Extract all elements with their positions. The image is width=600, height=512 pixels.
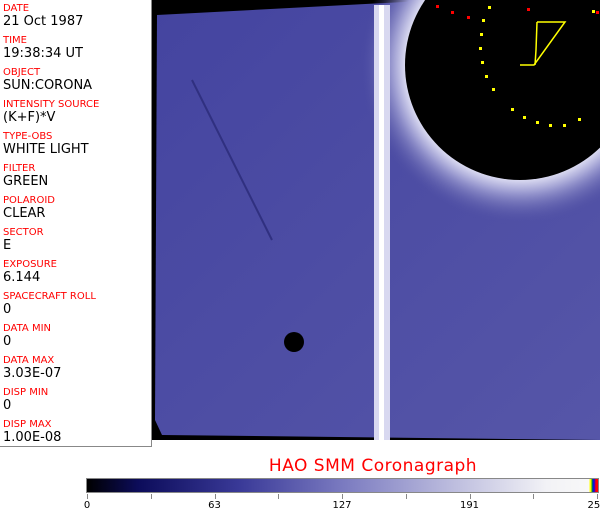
field-label: EXPOSURE [3,259,58,270]
field-time: TIME 19:38:34 UT [3,35,83,62]
colorbar-tick-label: 191 [459,500,480,511]
field-value: WHITE LIGHT [3,142,89,157]
occulter-disk [405,0,600,180]
overlay-red-marker [451,11,454,14]
colorbar [86,478,599,493]
overlay-yellow-marker [578,118,581,121]
field-data-max: DATA MAX 3.03E-07 [3,355,62,382]
overlay-yellow-marker [480,33,483,36]
overlay-yellow-marker [511,108,514,111]
field-polaroid: POLAROID CLEAR [3,195,56,222]
colorbar-tick [405,494,407,499]
overlay-yellow-marker [482,19,485,22]
field-value: 19:38:34 UT [3,46,83,61]
dust-spot [284,332,304,352]
overlay-yellow-marker [563,124,566,127]
colorbar-tick [150,494,152,499]
overlay-yellow-marker [485,75,488,78]
colorbar-tick [87,494,88,499]
overlay-yellow-marker [536,121,539,124]
field-disp-max: DISP MAX 1.00E-08 [3,419,62,446]
field-value: GREEN [3,174,49,189]
field-data-min: DATA MIN 0 [3,323,51,350]
overlay-red-marker [596,11,599,14]
field-label: DATA MAX [3,355,55,366]
metadata-panel [0,0,152,447]
colorbar-tick [278,494,280,499]
field-type-obs: TYPE-OBS WHITE LIGHT [3,131,89,158]
overlay-yellow-marker [523,116,526,119]
overlay-yellow-marker [592,10,595,13]
field-object: OBJECT SUN:CORONA [3,67,93,94]
colorbar-tick [469,494,471,499]
field-exposure: EXPOSURE 6.144 [3,259,58,286]
field-label: FILTER [3,163,36,174]
colorbar-tick [533,494,535,499]
field-label: SPACECRAFT ROLL [3,291,96,302]
field-label: INTENSITY SOURCE [3,99,100,110]
overlay-yellow-marker [549,124,552,127]
field-date: DATE 21 Oct 1987 [3,3,84,30]
overlay-triangle [520,21,567,66]
field-label: SECTOR [3,227,44,238]
field-label: DATA MIN [3,323,51,334]
field-label: DISP MAX [3,419,52,430]
field-spacecraft-roll: SPACECRAFT ROLL 0 [3,291,96,318]
overlay-yellow-marker [492,88,495,91]
field-value: CLEAR [3,206,46,221]
field-value: 0 [3,302,12,317]
field-value: 1.00E-08 [3,430,62,445]
colorbar-tick-label: 0 [83,500,91,511]
colorbar-tick [597,494,598,499]
field-value: 21 Oct 1987 [3,14,84,29]
field-value: SUN:CORONA [3,78,93,93]
field-value: 0 [3,398,12,413]
colorbar-tick-label: 63 [208,500,221,511]
field-value: 0 [3,334,12,349]
field-label: DATE [3,3,30,14]
field-sector: SECTOR E [3,227,44,254]
field-label: OBJECT [3,67,41,78]
overlay-markers [436,5,599,127]
colorbar-tick-label: 255 [587,500,600,511]
overlay-red-marker [467,16,470,19]
colorbar-tick [342,494,343,499]
colorbar-tick [214,494,216,499]
overlay-yellow-marker [488,6,491,9]
overlay-red-marker [436,5,439,8]
field-label: TYPE-OBS [3,131,53,142]
overlay-red-marker [527,8,530,11]
field-value: 6.144 [3,270,41,285]
field-value: E [3,238,12,253]
field-value: (K+F)*V [3,110,56,125]
field-label: TIME [3,35,28,46]
field-disp-min: DISP MIN 0 [3,387,49,414]
field-label: DISP MIN [3,387,49,398]
colorbar-tick-label: 127 [332,500,352,511]
field-filter: FILTER GREEN [3,163,49,190]
overlay-yellow-marker [479,47,482,50]
field-value: 3.03E-07 [3,366,62,381]
field-intensity-source: INTENSITY SOURCE (K+F)*V [3,99,100,126]
plot-title: HAO SMM Coronagraph [268,456,478,476]
overlay-yellow-marker [481,61,484,64]
field-label: POLAROID [3,195,56,206]
coronagraph-image [152,0,600,440]
